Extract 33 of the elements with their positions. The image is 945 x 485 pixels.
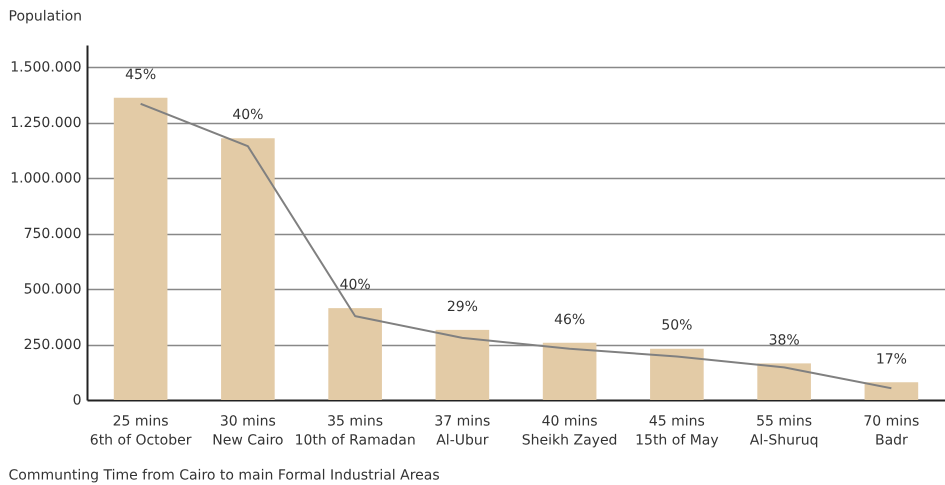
annotation: 40% [232,107,264,124]
bar [221,138,275,400]
x-tick-label: 30 mins New Cairo [212,414,284,448]
y-tick-label: 0 [72,392,82,408]
annotation: 29% [446,298,478,315]
bar [436,330,490,400]
annotation: 50% [661,318,692,334]
bar [328,308,382,400]
bar [864,382,918,400]
y-tick-label: 750.000 [24,226,82,242]
x-tick-label: 55 mins Al-Shuruq [750,414,818,448]
annotation: 40% [340,277,371,294]
annotation: 17% [876,351,907,368]
y-axis-title: Population [8,8,82,24]
bar [650,348,704,400]
bar [114,98,168,400]
annotation: 46% [554,312,586,328]
x-tick-label: 37 mins Al-Ubur [434,414,490,448]
annotation: 38% [768,332,800,348]
y-tick-label: 1.250.000 [10,115,82,132]
y-tick-label: 500.000 [24,282,82,298]
bar [757,363,811,400]
y-tick-label: 1.500.000 [10,60,82,76]
x-tick-label: 45 mins 15th of May [635,414,719,448]
x-tick-label: 35 mins 10th of Ramadan [294,414,416,448]
bar [542,342,596,400]
x-tick-label: 70 mins Badr [863,414,920,448]
y-tick-label: 1.000.000 [10,170,82,187]
x-tick-label: 40 mins Sheikh Zayed [522,414,618,448]
y-tick-label: 250.000 [24,337,82,354]
annotation: 45% [125,66,156,83]
x-axis-title: Communting Time from Cairo to main Formal Industrial Areas [8,468,440,484]
x-tick-label: 25 mins 6th of October [90,414,192,448]
